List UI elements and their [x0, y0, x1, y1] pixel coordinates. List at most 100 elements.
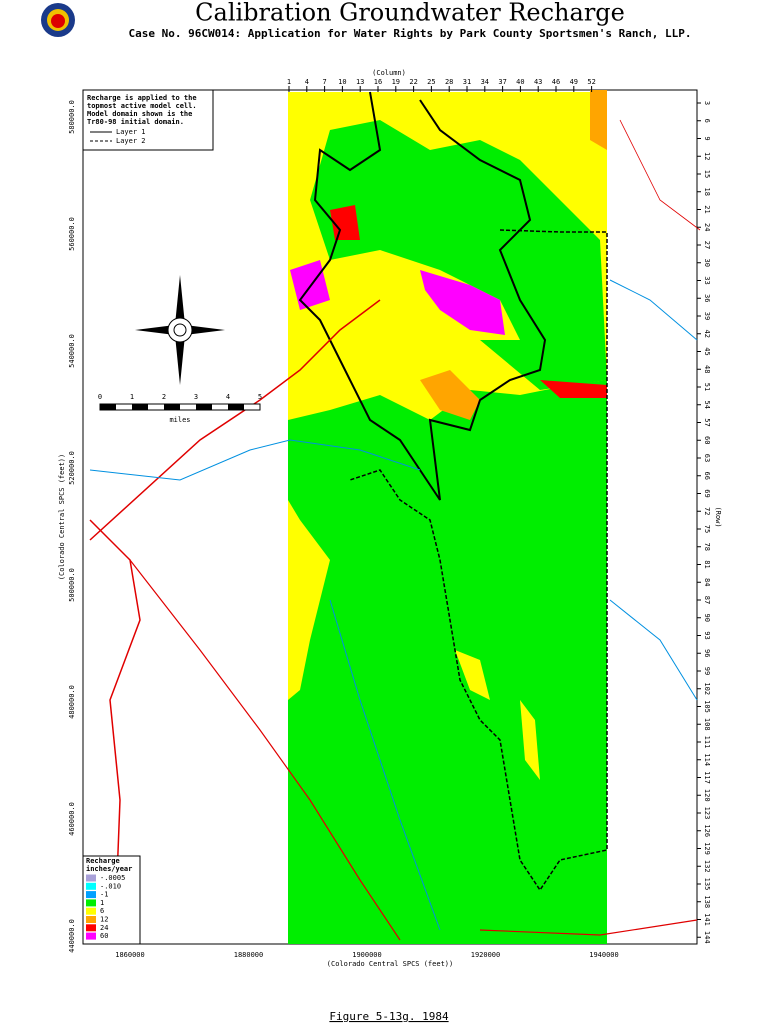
row-label: 36: [703, 294, 711, 302]
column-label: 16: [374, 78, 382, 86]
column-label: 22: [409, 78, 417, 86]
scale-unit: miles: [169, 416, 190, 424]
note-line: Recharge is applied to the: [87, 94, 197, 102]
row-label: 30: [703, 259, 711, 267]
column-label: 10: [338, 78, 346, 86]
legend-label: 1: [100, 899, 104, 907]
row-label: 75: [703, 525, 711, 533]
row-label: 15: [703, 170, 711, 178]
title: Calibration Groundwater Recharge: [195, 0, 625, 27]
scale-segment: [228, 404, 244, 410]
row-label: 9: [703, 136, 711, 140]
column-label: 13: [356, 78, 364, 86]
row-label: 57: [703, 418, 711, 426]
row-label: 48: [703, 365, 711, 373]
compass: [135, 275, 225, 385]
scale-segment: [196, 404, 212, 410]
scale-segment: [100, 404, 116, 410]
column-label: 4: [305, 78, 309, 86]
scale-label: 1: [130, 393, 134, 401]
stream: [89, 439, 421, 481]
row-label: 42: [703, 330, 711, 338]
row-label: 78: [703, 543, 711, 551]
legend-label: Layer 2: [116, 137, 146, 145]
x-label: 1860000: [115, 951, 145, 959]
row-label: 54: [703, 401, 711, 409]
row-label: 81: [703, 560, 711, 568]
legend-swatch: [86, 924, 96, 932]
column-label: 52: [587, 78, 595, 86]
stream: [609, 599, 698, 701]
scale-label: 3: [194, 393, 198, 401]
y-label: 580000.0: [68, 100, 76, 134]
road: [619, 119, 701, 231]
row-label: 45: [703, 347, 711, 355]
column-label: 40: [516, 78, 524, 86]
legend-swatch: [86, 882, 96, 890]
axis-title: (Colorado Central SPCS (feet)): [327, 960, 453, 968]
row-label: 87: [703, 596, 711, 604]
x-label: 1920000: [471, 951, 501, 959]
x-label: 1880000: [234, 951, 264, 959]
row-label: 120: [703, 789, 711, 802]
row-label: 24: [703, 223, 711, 231]
recharge-yellow: [520, 700, 540, 780]
stream: [609, 279, 698, 341]
column-label: 34: [481, 78, 489, 86]
legend-units: inches/year: [86, 865, 132, 873]
scale-label: 2: [162, 393, 166, 401]
scale-segment: [164, 404, 180, 410]
column-label: 46: [552, 78, 560, 86]
column-label: 7: [322, 78, 326, 86]
axis-title: (Colorado Central SPCS (feet)): [58, 454, 66, 580]
column-label: 49: [570, 78, 578, 86]
recharge-mid: [310, 120, 607, 390]
logo-apple: [51, 14, 65, 28]
legend-swatch: [86, 916, 96, 923]
axis-title: (Row): [714, 506, 722, 527]
column-label: 1: [287, 78, 291, 86]
legend-label: 60: [100, 932, 108, 940]
scale-label: 4: [226, 393, 230, 401]
column-label: 25: [427, 78, 435, 86]
y-label: 520000.0: [68, 451, 76, 485]
recharge-60: [420, 270, 505, 335]
row-label: 135: [703, 878, 711, 891]
row-label: 93: [703, 631, 711, 639]
recharge-24: [540, 380, 607, 398]
row-label: 18: [703, 188, 711, 196]
column-label: 43: [534, 78, 542, 86]
legend-label: -1: [100, 891, 108, 899]
y-label: 440000.0: [68, 919, 76, 953]
row-label: 39: [703, 312, 711, 320]
row-label: 96: [703, 649, 711, 657]
row-label: 108: [703, 718, 711, 731]
row-label: 90: [703, 614, 711, 622]
recharge-low: [288, 380, 607, 944]
row-label: 69: [703, 489, 711, 497]
scale-label: 0: [98, 393, 102, 401]
layer2-boundary: [349, 229, 608, 892]
row-label: 84: [703, 578, 711, 586]
row-label: 27: [703, 241, 711, 249]
row-label: 72: [703, 507, 711, 515]
legend-swatch: [86, 899, 96, 907]
legend-label: 12: [100, 916, 108, 924]
x-label: 1900000: [352, 951, 382, 959]
y-label: 460000.0: [68, 802, 76, 836]
column-label: 28: [445, 78, 453, 86]
legend-label: -.0005: [100, 874, 125, 882]
row-label: 60: [703, 436, 711, 444]
row-label: 123: [703, 807, 711, 820]
row-label: 138: [703, 895, 711, 908]
subtitle: Case No. 96CW014: Application for Water …: [129, 27, 692, 40]
legend-swatch: [86, 874, 96, 882]
row-label: 105: [703, 700, 711, 713]
road: [129, 559, 401, 941]
row-label: 6: [703, 119, 711, 123]
stream: [329, 599, 441, 931]
axis-title: (Column): [372, 69, 406, 77]
y-label: 560000.0: [68, 217, 76, 251]
road: [89, 299, 381, 541]
